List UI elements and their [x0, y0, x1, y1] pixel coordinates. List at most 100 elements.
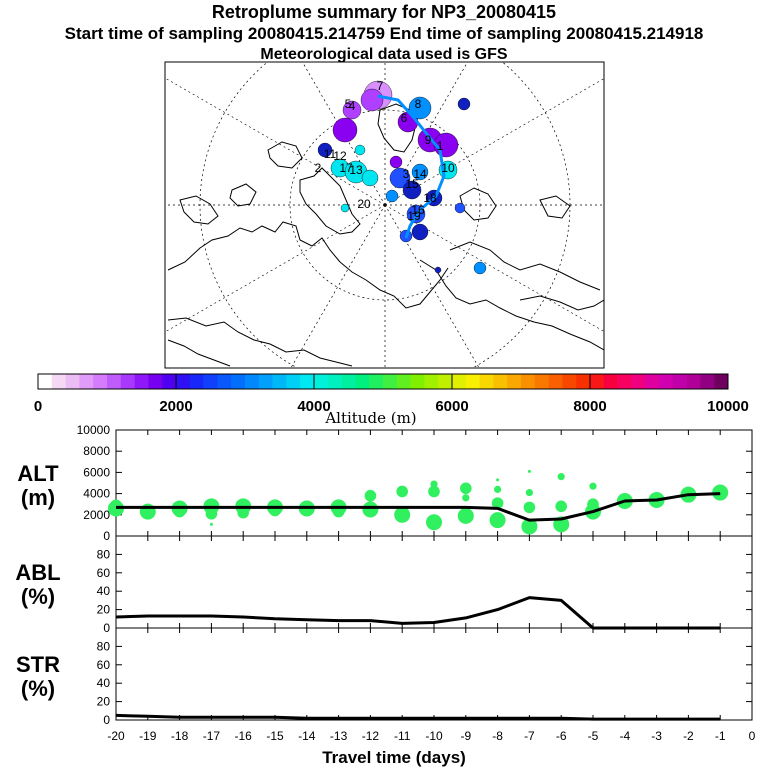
series-line-alt	[116, 492, 721, 522]
panel-ylabel-unit: (m)	[21, 485, 55, 510]
coastline	[167, 339, 231, 367]
alt-cluster-dot	[430, 480, 438, 488]
alt-cluster-dot	[491, 497, 504, 509]
coastline	[449, 241, 601, 291]
meridian-line	[165, 77, 386, 206]
cluster-label: 10	[441, 161, 455, 175]
colorbar-swatch	[631, 374, 646, 389]
x-tick-label: 0	[749, 729, 756, 743]
plume-cluster	[361, 169, 379, 187]
x-tick-label: -19	[139, 729, 157, 743]
colorbar-swatch	[272, 374, 287, 389]
coastline	[299, 167, 361, 235]
colorbar-swatch	[120, 374, 135, 389]
colorbar-swatch	[410, 374, 425, 389]
plume-cluster	[411, 163, 429, 181]
colorbar-swatch	[645, 374, 660, 389]
colorbar-swatch	[286, 374, 301, 389]
colorbar-swatch	[162, 374, 177, 389]
colorbar-swatch	[617, 374, 632, 389]
colorbar-swatch	[51, 374, 66, 389]
y-tick-label: 80	[97, 639, 111, 653]
panel-ylabel-unit: (%)	[21, 584, 55, 609]
x-tick-label: -15	[266, 729, 284, 743]
plume-cluster	[473, 261, 487, 275]
colorbar-swatch	[479, 374, 494, 389]
alt-cluster-dot	[712, 484, 729, 501]
colorbar-tick-label: 6000	[435, 398, 468, 415]
x-tick-label: -20	[107, 729, 125, 743]
y-tick-label: 8000	[83, 444, 110, 458]
colorbar-swatch	[438, 374, 453, 389]
cluster-label: 18	[423, 191, 437, 205]
plume-cluster	[402, 180, 422, 200]
meridian-line	[290, 204, 386, 368]
y-tick-label: 40	[97, 584, 111, 598]
colorbar-swatch	[576, 374, 591, 389]
cluster-label: 6	[401, 111, 408, 125]
plume-cluster	[454, 202, 466, 214]
alt-cluster-dot	[587, 498, 599, 511]
colorbar-swatch	[38, 374, 53, 389]
colorbar-swatch	[465, 374, 480, 389]
cluster-label: 1	[437, 139, 444, 153]
y-tick-label: 0	[103, 713, 110, 727]
colorbar-tick-label: 4000	[297, 398, 330, 415]
time-series-panels: 0200040006000800010000ALT(m)020406080ABL…	[15, 423, 755, 767]
alt-cluster-dot	[523, 501, 536, 514]
x-tick-label: -2	[683, 729, 694, 743]
y-tick-label: 60	[97, 566, 111, 580]
y-tick-label: 10000	[77, 423, 111, 437]
y-tick-label: 20	[97, 695, 111, 709]
y-tick-label: 2000	[83, 508, 110, 522]
meridian-line	[384, 204, 604, 332]
alt-cluster-dot	[462, 494, 470, 502]
plume-cluster	[389, 167, 411, 189]
plume-cluster	[408, 96, 432, 120]
y-tick-label: 0	[103, 621, 110, 635]
map-graticule	[165, 62, 604, 368]
plume-cluster	[332, 117, 358, 143]
coastline	[539, 195, 571, 219]
x-tick-label: -7	[524, 729, 535, 743]
panel-ylabel: ABL	[15, 560, 60, 585]
cluster-label: 20	[357, 197, 371, 211]
alt-cluster-dot	[557, 473, 565, 481]
x-tick-label: -12	[362, 729, 380, 743]
x-tick-label: -3	[651, 729, 662, 743]
colorbar-swatch	[521, 374, 536, 389]
y-tick-label: 20	[97, 603, 111, 617]
x-axis-label: Travel time (days)	[322, 748, 466, 767]
coastline	[179, 195, 219, 225]
cluster-label: 12	[333, 149, 347, 163]
colorbar-tick-label: 0	[34, 398, 42, 415]
colorbar-swatch	[148, 374, 163, 389]
altitude-colorbar: 0 2000 4000 6000 8000 10000	[34, 373, 749, 415]
colorbar-swatch	[452, 374, 467, 389]
cluster-label: 8	[415, 97, 422, 111]
colorbar-swatch	[507, 374, 522, 389]
alt-cluster-dot	[460, 482, 472, 495]
colorbar-swatch	[258, 374, 273, 389]
series-line-str	[115, 713, 721, 721]
alt-cluster-dot	[494, 485, 502, 493]
colorbar-swatch	[383, 374, 398, 389]
colorbar-swatch	[217, 374, 232, 389]
alt-cluster-dot	[368, 502, 372, 506]
colorbar-swatch	[231, 374, 246, 389]
colorbar-tick-label: 2000	[159, 398, 192, 415]
panel-abl: 0 20 40 60 80 ABL(%)	[15, 535, 753, 635]
plume-cluster	[389, 155, 403, 169]
chart-title: Retroplume summary for NP3_20080415	[211, 2, 557, 22]
colorbar-swatch	[327, 374, 342, 389]
cluster-label: 9	[425, 133, 432, 147]
colorbar-swatch	[65, 374, 80, 389]
colorbar-swatch	[659, 374, 674, 389]
colorbar-swatch	[79, 374, 94, 389]
plume-cluster	[340, 203, 350, 213]
colorbar-swatch	[562, 374, 577, 389]
alt-cluster-dot	[394, 506, 411, 523]
alt-cluster-dot	[555, 500, 567, 513]
x-tick-label: -5	[588, 729, 599, 743]
